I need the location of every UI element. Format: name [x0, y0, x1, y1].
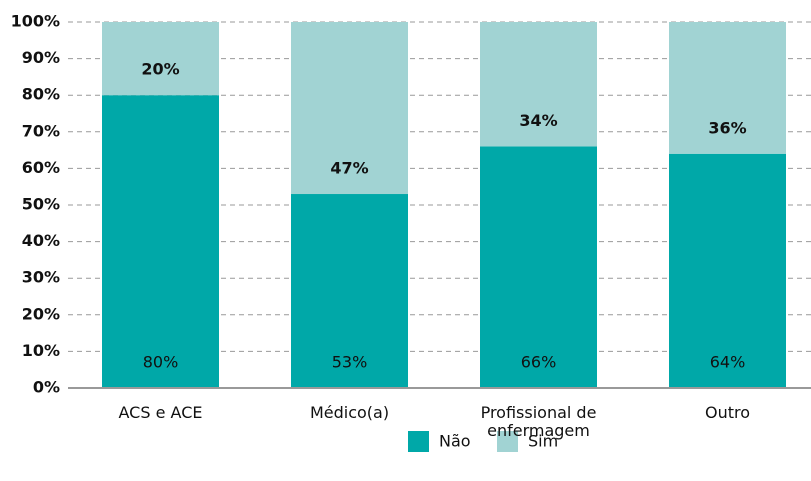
y-tick-label: 10% — [22, 341, 60, 360]
bar-segment — [291, 194, 408, 388]
bar-segment — [480, 22, 597, 147]
legend-label: Sim — [528, 432, 558, 451]
data-label: 64% — [710, 353, 746, 372]
y-tick-label: 0% — [33, 378, 60, 397]
y-tick-label: 100% — [11, 12, 60, 31]
bar-segment — [102, 95, 219, 388]
data-label: 20% — [141, 60, 179, 79]
y-tick-label: 50% — [22, 195, 60, 214]
legend-swatch — [497, 431, 518, 452]
y-tick-label: 20% — [22, 304, 60, 323]
bar-segment — [102, 22, 219, 96]
bar-segment — [291, 22, 408, 195]
y-tick-label: 40% — [22, 231, 60, 250]
y-tick-label: 70% — [22, 121, 60, 140]
legend-swatch — [408, 431, 429, 452]
bar-segment — [669, 22, 786, 154]
x-tick-label: Médico(a) — [309, 403, 390, 422]
data-label: 36% — [708, 118, 746, 137]
bar-segment — [669, 153, 786, 388]
legend-label: Não — [439, 432, 471, 451]
y-tick-label: 60% — [22, 158, 60, 177]
x-tick-label: Outro — [704, 403, 751, 422]
y-tick-label: 80% — [22, 85, 60, 104]
y-tick-label: 30% — [22, 268, 60, 287]
x-tick-label: ACS e ACE — [118, 403, 203, 422]
data-label: 53% — [332, 353, 368, 372]
data-label: 47% — [330, 159, 368, 178]
data-label: 34% — [519, 111, 557, 130]
data-label: 66% — [521, 353, 557, 372]
bar-segment — [480, 146, 597, 388]
y-tick-label: 90% — [22, 48, 60, 67]
x-tick-label: Profissional de enfermagem — [480, 403, 597, 440]
data-label: 80% — [143, 353, 179, 372]
